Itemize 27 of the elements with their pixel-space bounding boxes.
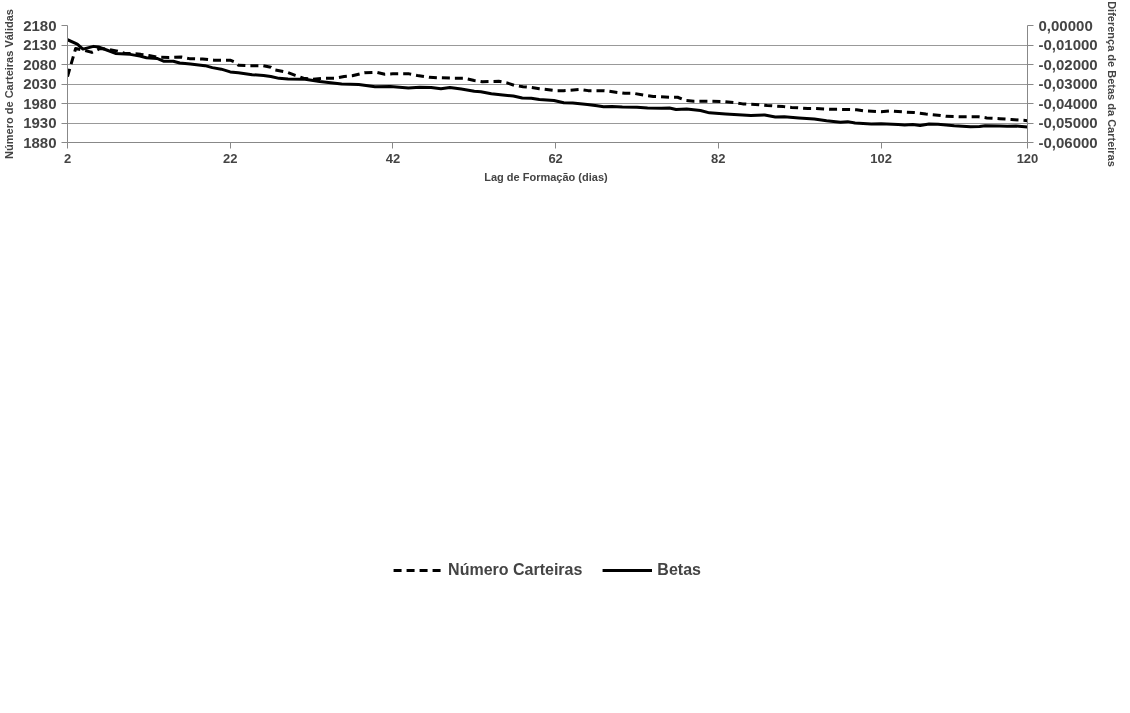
- y-tick-label: 2030: [23, 75, 57, 92]
- y2-tick-label: -0,03000: [1038, 75, 1098, 92]
- y2-tick-label: -0,02000: [1038, 55, 1098, 73]
- y-tick-label: 1880: [23, 133, 57, 151]
- y-tick-label: 1930: [23, 114, 57, 131]
- line-series: [67, 38, 1028, 129]
- y2-axis-title: Diferença de Betas da Carteiras: [1105, 1, 1118, 167]
- y-tick-label: 2180: [23, 16, 57, 34]
- legend-label: Betas: [657, 561, 701, 579]
- x-tick-label: 42: [385, 150, 401, 166]
- y2-tick-label: -0,06000: [1038, 133, 1098, 151]
- y2-tick-label: -0,04000: [1038, 94, 1098, 112]
- x-axis-title: Lag de Formação (dias): [484, 170, 609, 183]
- x-tick-label: 82: [711, 150, 726, 166]
- y2-tick-label: -0,05000: [1038, 114, 1098, 131]
- y-tick-label: 2080: [23, 55, 57, 73]
- x-tick-label: 22: [222, 150, 238, 166]
- y-tick-label: 2130: [23, 36, 57, 53]
- x-tick-label: 120: [1016, 150, 1039, 166]
- x-tick-label: 102: [870, 150, 892, 166]
- y-axis-title: Número de Carteiras Válidas: [3, 9, 16, 159]
- y-tick-label: 1980: [23, 94, 57, 112]
- x-tick-label: 2: [63, 150, 72, 166]
- x-tick-label: 62: [548, 150, 563, 166]
- legend-label: Número Carteiras: [448, 561, 583, 579]
- y2-tick-label: -0,01000: [1038, 36, 1098, 53]
- y2-tick-label: 0,00000: [1038, 16, 1093, 34]
